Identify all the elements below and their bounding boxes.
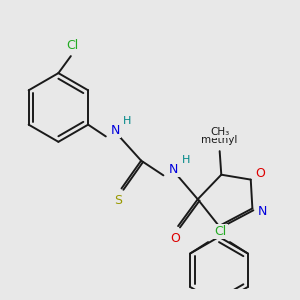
Text: Cl: Cl bbox=[214, 225, 227, 238]
Text: N: N bbox=[111, 124, 120, 137]
Text: F: F bbox=[216, 225, 223, 238]
Text: CH₃: CH₃ bbox=[210, 128, 229, 137]
Text: N: N bbox=[169, 163, 178, 176]
Text: Cl: Cl bbox=[66, 39, 79, 52]
Text: S: S bbox=[114, 194, 122, 207]
Text: N: N bbox=[257, 205, 267, 218]
Text: O: O bbox=[170, 232, 180, 245]
Text: methyl: methyl bbox=[202, 135, 238, 145]
Text: H: H bbox=[182, 155, 190, 165]
Text: O: O bbox=[256, 167, 266, 180]
Text: H: H bbox=[123, 116, 131, 126]
